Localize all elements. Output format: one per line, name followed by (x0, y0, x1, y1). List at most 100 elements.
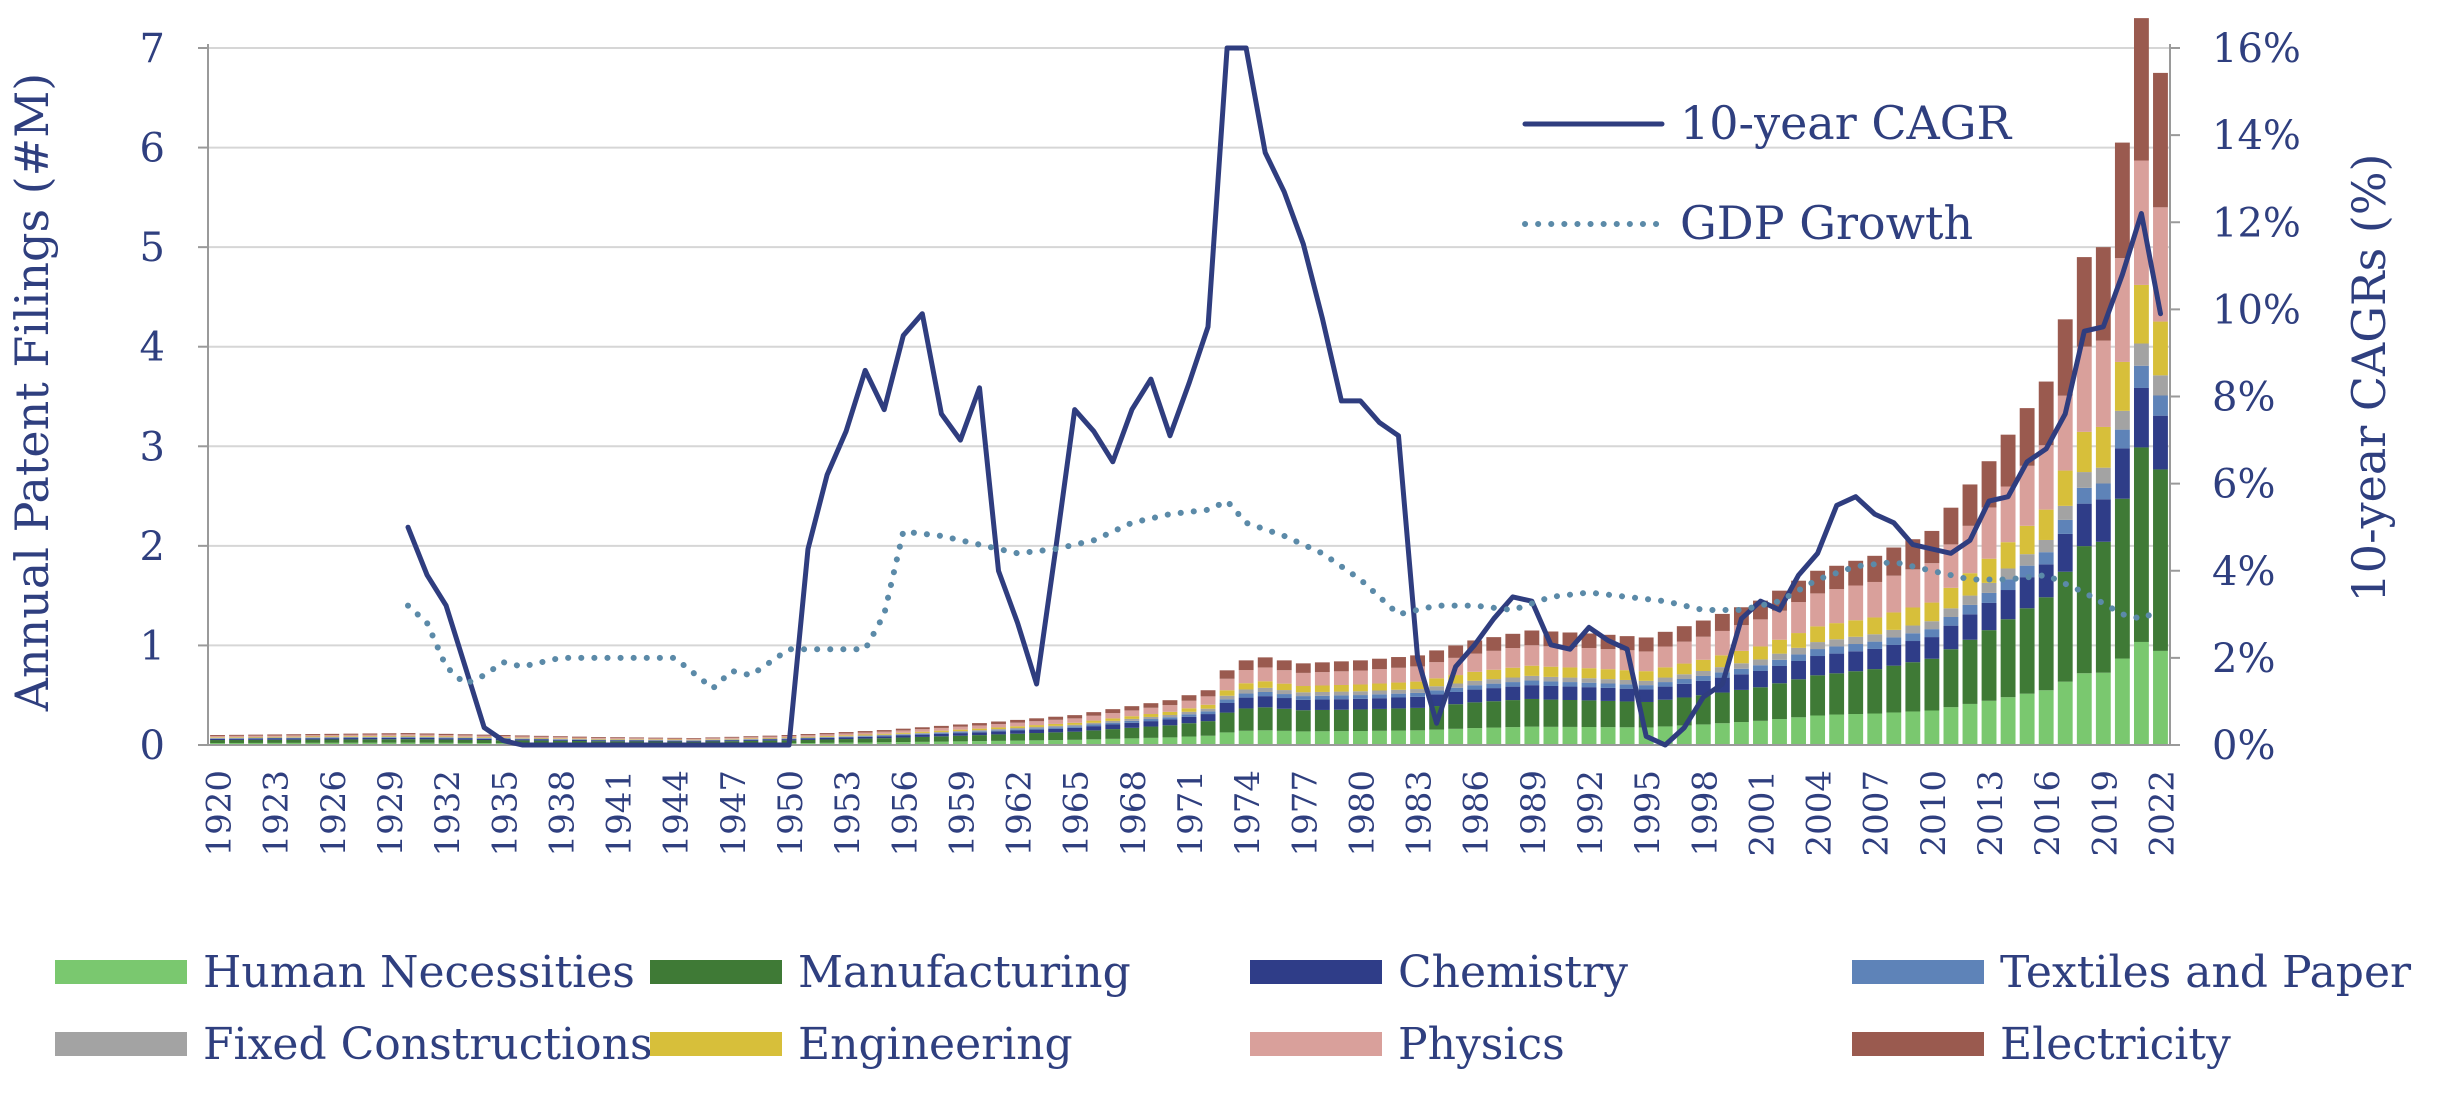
bar-segment (1258, 657, 1273, 667)
bar-segment (2153, 469, 2168, 650)
x-tick-label: 1992 (1571, 770, 1611, 857)
bar-segment (1258, 688, 1273, 692)
bar-segment (1905, 662, 1920, 711)
bar-segment (991, 734, 1006, 740)
bar-segment (420, 737, 435, 738)
bar-segment (1220, 670, 1235, 678)
bar-segment (267, 734, 282, 735)
bar-segment (229, 735, 244, 736)
bar-segment (839, 739, 854, 743)
bar-segment (1163, 700, 1178, 705)
bar-segment (1791, 633, 1806, 648)
bar-segment (1677, 674, 1692, 679)
bar-segment (1010, 726, 1025, 728)
bar-segment (1124, 706, 1139, 710)
bar-segment (1848, 644, 1863, 651)
bar-segment (1753, 671, 1768, 687)
bar-segment (362, 737, 377, 738)
bar-segment (1982, 593, 1997, 603)
bar-segment (248, 738, 263, 739)
bar-segment (1867, 617, 1882, 634)
bar-segment (1429, 678, 1444, 686)
bar-segment (1239, 731, 1254, 745)
bar-segment (1124, 719, 1139, 721)
bar-segment (210, 739, 225, 740)
bar-segment (2077, 472, 2092, 488)
bar-segment (420, 736, 435, 737)
bar-segment (2058, 471, 2073, 506)
bar-segment (743, 737, 758, 738)
bar-segment (1315, 662, 1330, 672)
x-tick-label: 1977 (1285, 770, 1325, 857)
bar-segment (629, 740, 644, 741)
bar-segment (1182, 737, 1197, 745)
bar-segment (1772, 666, 1787, 683)
bar-segment (382, 737, 397, 738)
bar-segment (972, 729, 987, 730)
x-tick-label: 1920 (200, 770, 240, 857)
bar-segment (2153, 396, 2168, 416)
bar-segment (1105, 723, 1120, 725)
bar-segment (1372, 698, 1387, 709)
legend-swatch (650, 960, 782, 984)
bar-segment (267, 737, 282, 738)
bar-segment (2096, 427, 2111, 468)
bar-segment (1905, 569, 1920, 607)
bar-segment (1810, 675, 1825, 715)
bar-segment (420, 738, 435, 739)
bar-segment (1391, 683, 1406, 690)
bar-segment (1467, 685, 1482, 689)
bar-segment (553, 736, 568, 737)
bar-segment (1201, 696, 1216, 704)
bar-segment (1201, 709, 1216, 712)
bar-segment (1505, 634, 1520, 648)
bar-segment (667, 738, 682, 739)
bar-segment (1829, 639, 1844, 646)
bar-segment (1296, 731, 1311, 745)
bar-segment (1105, 718, 1120, 720)
bar-segment (382, 736, 397, 737)
bar-segment (439, 738, 454, 739)
bar-segment (610, 740, 625, 741)
bar-segment (1448, 692, 1463, 704)
bar-segment (610, 737, 625, 738)
bar-segment (1086, 721, 1101, 723)
x-tick-label: 1929 (371, 770, 411, 857)
bar-segment (1124, 721, 1139, 723)
bar-segment (991, 724, 1006, 727)
bar-segment (1105, 724, 1120, 729)
x-tick-label: 1932 (428, 770, 468, 857)
bar-segment (820, 737, 835, 738)
x-tick-label: 1959 (942, 770, 982, 857)
bar-segment (2153, 375, 2168, 395)
bar-segment (1105, 713, 1120, 718)
legend-label: Engineering (798, 1019, 1073, 1070)
bar-segment (2153, 73, 2168, 207)
bar-segment (1201, 711, 1216, 714)
bar-segment (1448, 729, 1463, 745)
bar-segment (420, 737, 435, 738)
bar-segment (458, 737, 473, 738)
bar-segment (1486, 637, 1501, 651)
bar-segment (1467, 672, 1482, 681)
bar-segment (2001, 619, 2016, 697)
x-tick-label: 1983 (1400, 770, 1440, 857)
bar-segment (1010, 728, 1025, 729)
bar-segment (1296, 700, 1311, 710)
bar-segment (591, 738, 606, 739)
bar-segment (763, 736, 778, 737)
bar-segment (2001, 697, 2016, 745)
bar-segment (820, 738, 835, 740)
bar-segment (1029, 728, 1044, 729)
bar-segment (1372, 669, 1387, 683)
bar-segment (1543, 667, 1558, 677)
bar-segment (1658, 678, 1673, 683)
bar-segment (324, 736, 339, 737)
bar-segment (305, 737, 320, 738)
bar-segment (1982, 583, 1997, 593)
bar-segment (420, 739, 435, 742)
bar-segment (1353, 731, 1368, 745)
bar-segment (820, 739, 835, 742)
bar-segment (401, 734, 416, 736)
